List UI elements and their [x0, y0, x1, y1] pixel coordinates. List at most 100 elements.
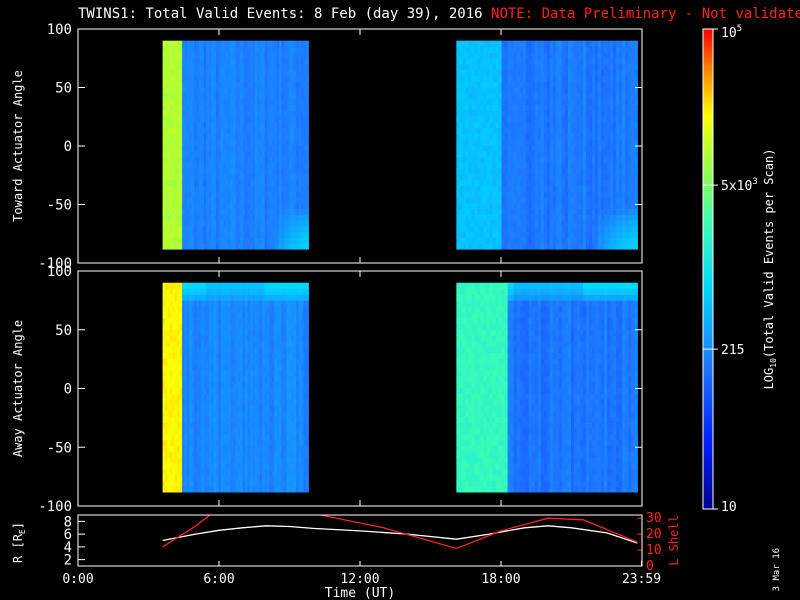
heatmap-cell — [616, 63, 620, 71]
heatmap-cell — [468, 81, 473, 88]
heatmap-cell — [169, 81, 173, 88]
heatmap-cell — [162, 364, 166, 371]
heatmap-cell — [203, 104, 207, 111]
heatmap-cell — [592, 81, 596, 88]
heatmap-cell — [498, 220, 503, 227]
heatmap-cell — [276, 225, 280, 233]
heatmap-cell — [558, 110, 563, 117]
heatmap-cell — [628, 179, 632, 186]
heatmap-cell — [631, 40, 635, 48]
heatmap-cell — [519, 202, 524, 210]
heatmap-cell — [242, 81, 246, 88]
heatmap-cell — [235, 40, 239, 48]
heatmap-cell — [293, 58, 297, 65]
heatmap-cell — [177, 98, 181, 105]
heatmap-cell — [206, 237, 210, 244]
heatmap-cell — [558, 196, 563, 204]
heatmap-cell — [613, 139, 617, 146]
heatmap-cell — [179, 364, 183, 371]
heatmap-cell — [604, 63, 608, 71]
heatmap-cell — [305, 191, 309, 198]
heatmap-cell — [543, 196, 548, 204]
heatmap-cell — [186, 191, 190, 198]
heatmap-cell — [196, 179, 200, 186]
heatmap-cell — [628, 110, 632, 117]
heatmap-cell — [267, 191, 271, 198]
heatmap-cell — [459, 63, 463, 71]
heatmap-cell — [169, 162, 173, 169]
heatmap-cell — [625, 162, 629, 169]
heatmap-cell — [201, 404, 205, 412]
heatmap-cell — [561, 92, 566, 100]
heatmap-cell — [465, 63, 470, 71]
heatmap-cell — [162, 127, 166, 134]
heatmap-cell — [213, 208, 217, 215]
heatmap-cell — [174, 144, 178, 152]
heatmap-cell — [172, 202, 176, 210]
heatmap-cell — [211, 58, 215, 65]
heatmap-cell — [296, 98, 300, 105]
heatmap-cell — [186, 86, 190, 94]
heatmap-cell — [552, 121, 557, 129]
heatmap-cell — [543, 46, 548, 53]
heatmap-cell — [230, 179, 234, 186]
heatmap-cell — [296, 115, 300, 123]
heatmap-cell — [465, 133, 470, 140]
heatmap-cell — [498, 58, 503, 65]
heatmap-cell — [162, 75, 166, 82]
heatmap-cell — [230, 196, 234, 204]
heatmap-cell — [628, 75, 632, 82]
heatmap-cell — [189, 375, 193, 383]
heatmap-cell — [206, 231, 210, 238]
heatmap-cell — [189, 231, 193, 238]
heatmap-cell — [305, 243, 309, 250]
heatmap-cell — [179, 398, 183, 406]
heatmap-cell — [189, 451, 193, 458]
heatmap-cell — [199, 468, 203, 476]
heatmap-cell — [216, 214, 220, 221]
heatmap-cell — [607, 40, 611, 48]
heatmap-cell — [607, 191, 611, 198]
heatmap-cell — [177, 474, 181, 481]
heatmap-cell — [604, 75, 608, 82]
heatmap-cell — [501, 237, 506, 244]
heatmap-cell — [474, 58, 479, 65]
heatmap-cell — [174, 311, 178, 319]
heatmap-cell — [471, 162, 476, 169]
heatmap-cell — [564, 98, 569, 105]
heatmap-cell — [525, 81, 530, 88]
heatmap-cell — [228, 110, 232, 117]
heatmap-cell — [522, 121, 527, 129]
heatmap-cell — [182, 92, 186, 100]
heatmap-cell — [519, 150, 524, 157]
heatmap-cell — [177, 323, 181, 330]
heatmap-cell — [177, 381, 181, 388]
heatmap-cell — [634, 220, 638, 227]
heatmap-cell — [296, 208, 300, 215]
heatmap-cell — [250, 185, 254, 192]
heatmap-cell — [189, 352, 193, 359]
heatmap-cell — [199, 179, 203, 186]
heatmap-cell — [174, 243, 178, 250]
heatmap-cell — [610, 58, 614, 65]
heatmap-cell — [305, 144, 309, 152]
heatmap-cell — [240, 167, 244, 175]
heatmap-cell — [203, 202, 207, 210]
heatmap-cell — [203, 352, 207, 359]
heatmap-cell — [271, 86, 275, 94]
heatmap-cell — [203, 375, 207, 383]
heatmap-cell — [462, 46, 466, 53]
heatmap-cell — [254, 110, 258, 117]
heatmap-cell — [167, 335, 171, 342]
heatmap-cell — [240, 202, 244, 210]
heatmap-cell — [303, 167, 307, 175]
heatmap-cell — [199, 416, 203, 423]
heatmap-cell — [543, 133, 548, 140]
heatmap-cell — [271, 46, 275, 53]
heatmap-cell — [247, 69, 251, 77]
heatmap-cell — [203, 468, 207, 476]
heatmap-cell — [240, 179, 244, 186]
heatmap-cell — [196, 288, 200, 295]
heatmap-cell — [228, 196, 232, 204]
heatmap-cell — [486, 139, 491, 146]
